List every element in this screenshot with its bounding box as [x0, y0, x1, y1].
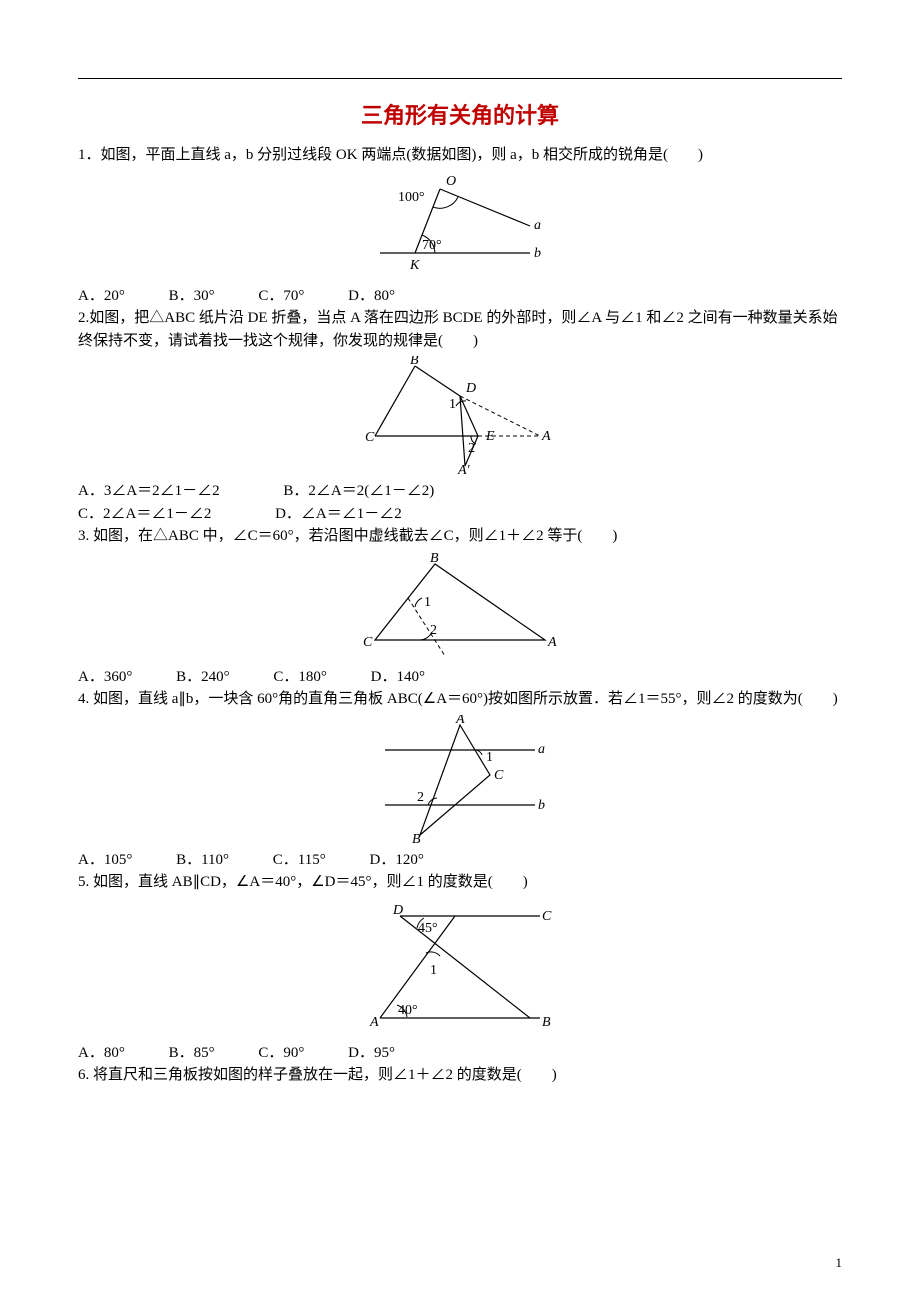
q1-angle-100: 100°: [398, 190, 425, 205]
q3-n1: 1: [424, 595, 431, 610]
q3-figure: B C A 1 2: [360, 552, 560, 662]
q4-C: C: [494, 768, 504, 783]
q4-optD: D．120°: [370, 849, 424, 872]
q5-B: B: [542, 1015, 551, 1030]
q5-a40: 40°: [398, 1003, 418, 1018]
q2-n1: 1: [449, 397, 456, 412]
q5-optA: A．80°: [78, 1042, 125, 1065]
q5-a45: 45°: [418, 921, 438, 936]
q3-A: A: [547, 635, 557, 650]
q2-optA: A．3∠A＝2∠1－∠2: [78, 480, 220, 503]
q4-optB: B．110°: [176, 849, 229, 872]
q1-stem: 1．如图，平面上直线 a，b 分别过线段 OK 两端点(数据如图)，则 a，b …: [78, 144, 842, 167]
q2-B: B: [410, 356, 419, 368]
q5-C: C: [542, 909, 552, 924]
q4-choices: A．105° B．110° C．115° D．120°: [78, 849, 842, 872]
q5-stem: 5. 如图，直线 AB∥CD，∠A＝40°，∠D＝45°，则∠1 的度数是( ): [78, 871, 842, 894]
q2-optB: B．2∠A＝2(∠1－∠2): [283, 480, 434, 503]
q2-choices-row2: C．2∠A＝∠1－∠2 D．∠A＝∠1－∠2: [78, 503, 842, 526]
page-number: 1: [836, 1253, 843, 1273]
q4-figure: A B C a b 1 2: [370, 715, 550, 845]
q1-angle-70: 70°: [422, 238, 442, 253]
q5-A: A: [369, 1015, 379, 1030]
q2-E: E: [485, 429, 495, 444]
q4-optA: A．105°: [78, 849, 132, 872]
page-title: 三角形有关角的计算: [78, 99, 842, 132]
q5-choices: A．80° B．85° C．90° D．95°: [78, 1042, 842, 1065]
q1-optA: A．20°: [78, 285, 125, 308]
q3-C: C: [363, 635, 373, 650]
q2-stem: 2.如图，把△ABC 纸片沿 DE 折叠，当点 A 落在四边形 BCDE 的外部…: [78, 307, 842, 352]
q1-optD: D．80°: [348, 285, 395, 308]
q4-n1: 1: [486, 750, 493, 765]
q4-B: B: [412, 832, 421, 845]
q1-optB: B．30°: [169, 285, 215, 308]
q1-figure: O K a b 100° 70°: [370, 171, 550, 281]
q4-stem: 4. 如图，直线 a∥b，一块含 60°角的直角三角板 ABC(∠A＝60°)按…: [78, 688, 842, 711]
q3-optD: D．140°: [371, 666, 425, 689]
q1-label-K: K: [409, 258, 420, 273]
q3-optA: A．360°: [78, 666, 132, 689]
q4-optC: C．115°: [273, 849, 326, 872]
q3-stem: 3. 如图，在△ABC 中，∠C＝60°，若沿图中虚线截去∠C，则∠1＋∠2 等…: [78, 525, 842, 548]
q1-label-O: O: [446, 174, 456, 189]
q1-label-a: a: [534, 218, 541, 233]
q3-n2: 2: [430, 623, 437, 638]
q3-B: B: [430, 552, 439, 566]
q2-D: D: [465, 381, 476, 396]
q2-choices-row1: A．3∠A＝2∠1－∠2 B．2∠A＝2(∠1－∠2): [78, 480, 842, 503]
q4-n2: 2: [417, 790, 424, 805]
q4-A: A: [455, 715, 465, 727]
q2-optC: C．2∠A＝∠1－∠2: [78, 503, 211, 526]
q5-optB: B．85°: [169, 1042, 215, 1065]
q2-A: A: [541, 429, 551, 444]
q1-label-b: b: [534, 246, 541, 261]
q5-figure: D C A B 45° 40° 1: [360, 898, 560, 1038]
q2-optD: D．∠A＝∠1－∠2: [275, 503, 402, 526]
q3-optB: B．240°: [176, 666, 230, 689]
q4-b: b: [538, 798, 545, 813]
q1-optC: C．70°: [258, 285, 304, 308]
q5-n1: 1: [430, 963, 437, 978]
q5-optD: D．95°: [348, 1042, 395, 1065]
q3-optC: C．180°: [273, 666, 327, 689]
q6-stem: 6. 将直尺和三角板按如图的样子叠放在一起，则∠1＋∠2 的度数是( ): [78, 1064, 842, 1087]
q5-optC: C．90°: [258, 1042, 304, 1065]
q5-D: D: [392, 903, 403, 918]
q2-figure: B C D E A A′ 1 2: [360, 356, 560, 476]
q2-A2: A′: [457, 463, 471, 476]
q1-choices: A．20° B．30° C．70° D．80°: [78, 285, 842, 308]
q2-C: C: [365, 430, 375, 445]
q3-choices: A．360° B．240° C．180° D．140°: [78, 666, 842, 689]
q4-a: a: [538, 742, 545, 757]
q2-n2: 2: [468, 441, 475, 456]
